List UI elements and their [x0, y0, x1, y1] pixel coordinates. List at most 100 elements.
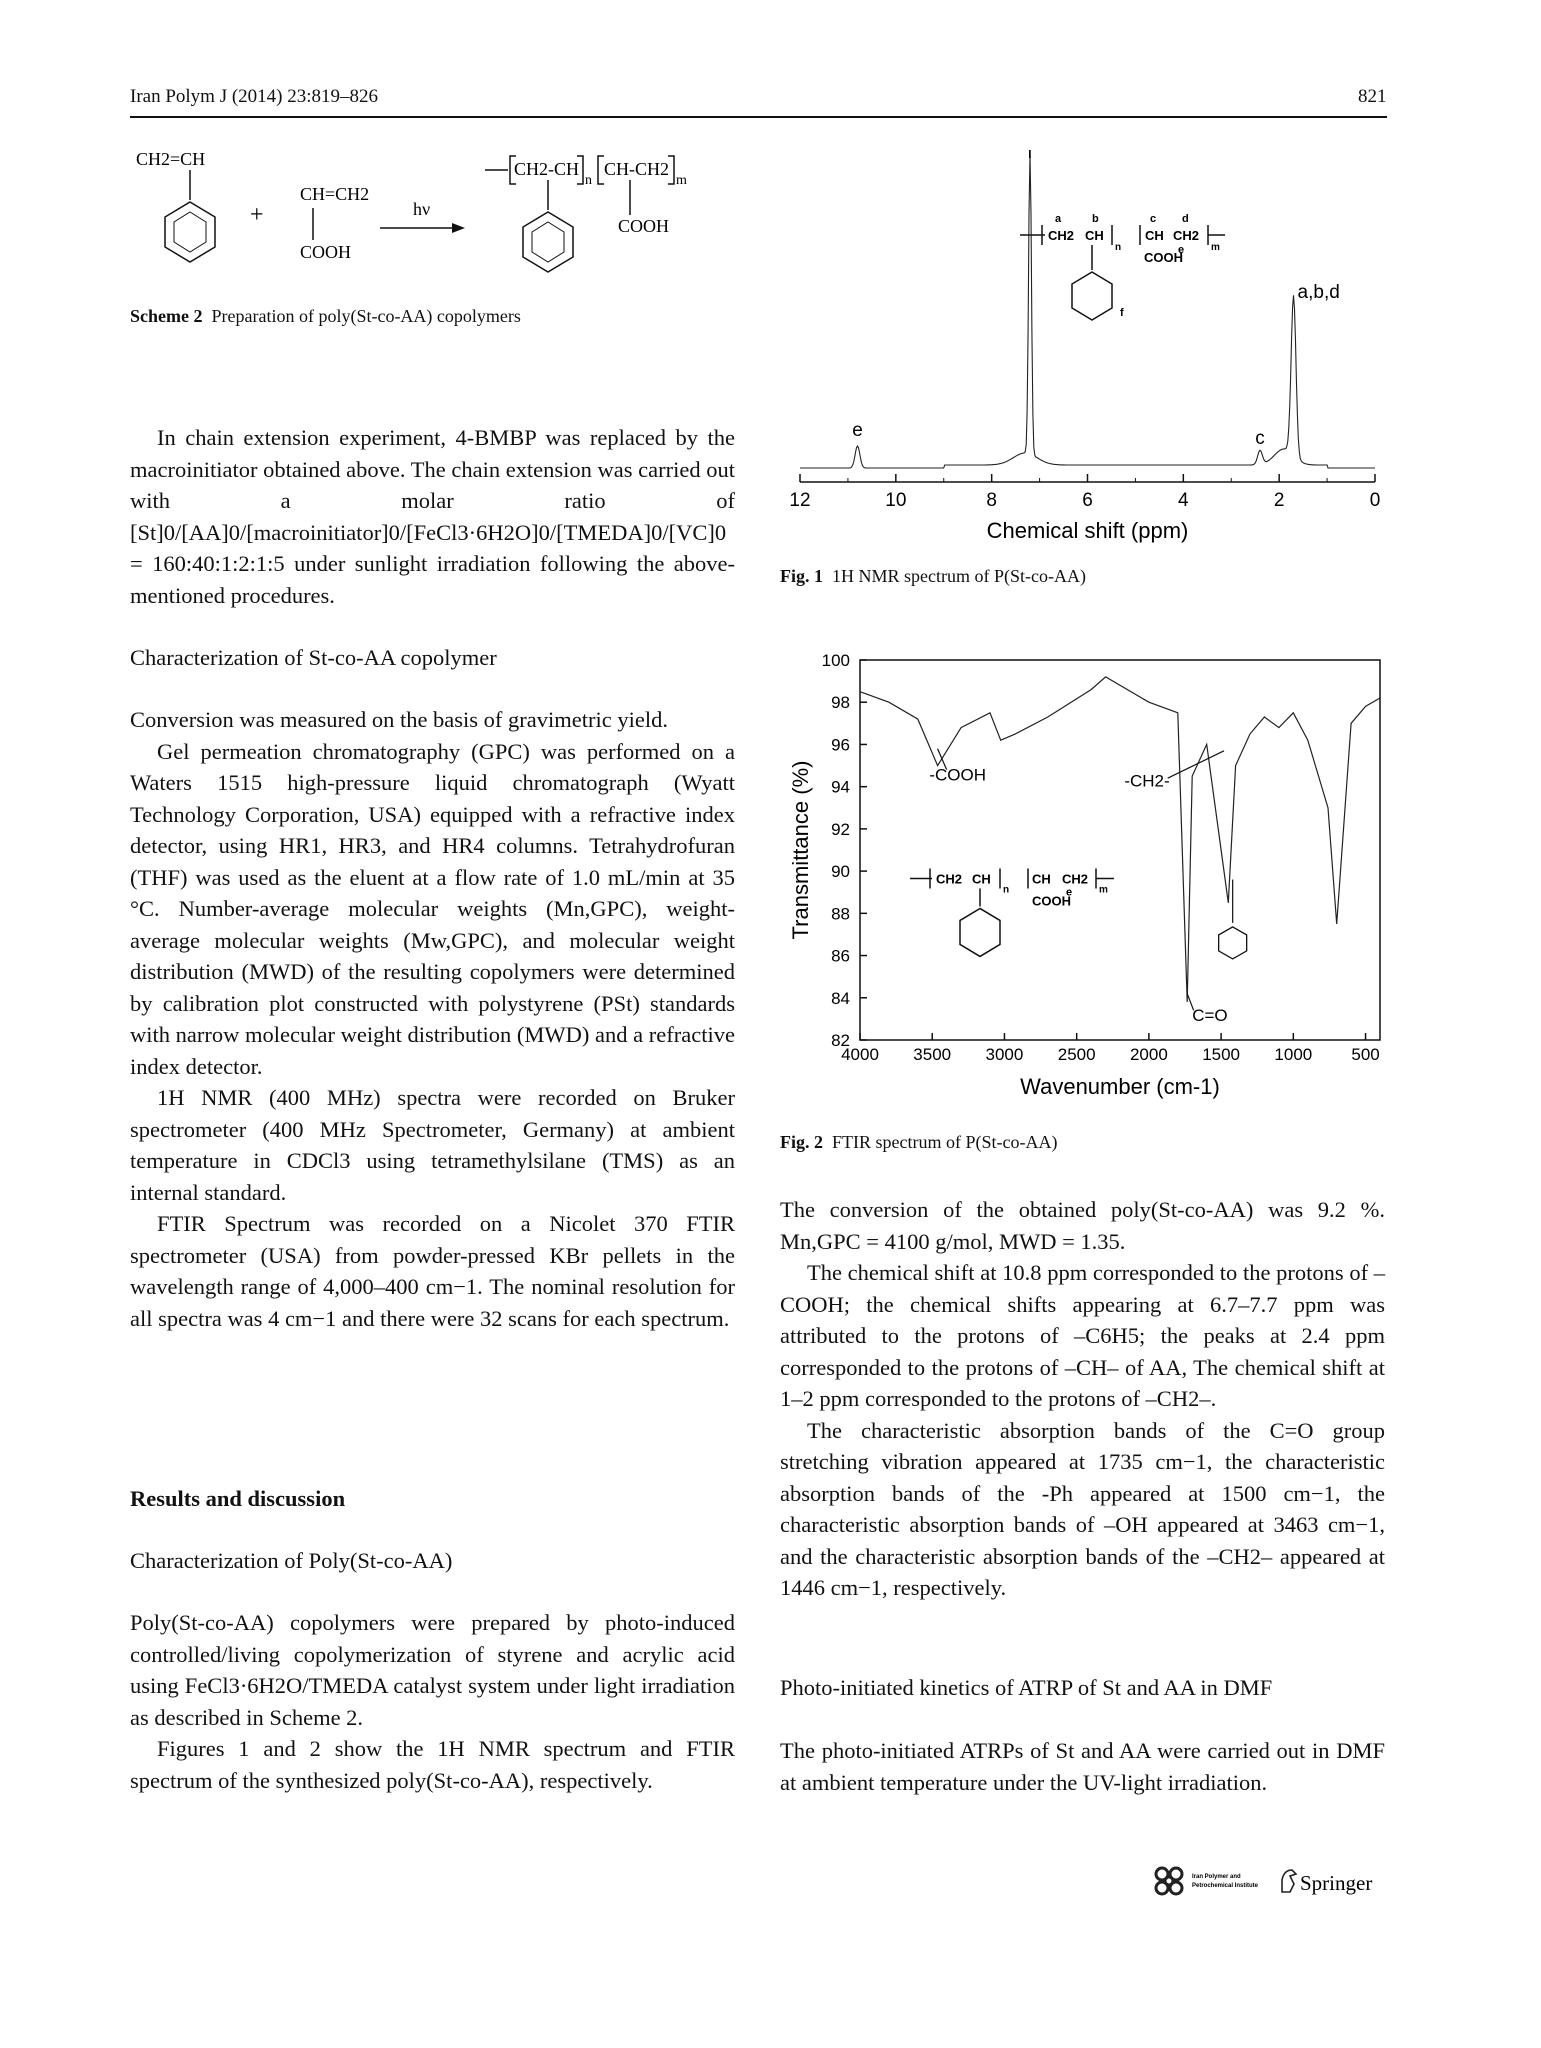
nmr-x-axis-label: Chemical shift (ppm) [987, 518, 1189, 543]
right-para-conversion: The conversion of the obtained poly(St-c… [780, 1197, 1385, 1254]
right-paras: The conversion of the obtained poly(St-c… [780, 1194, 1385, 1604]
nmr-x-tick-label: 6 [1082, 490, 1093, 511]
nmr-x-tick-label: 8 [986, 490, 997, 511]
heading-characterization-poly: Characterization of Poly(St-co-AA) [130, 1548, 453, 1573]
nmr-struct-ch2: CH2 [1048, 228, 1074, 243]
ftir-x-tick-label: 3000 [986, 1045, 1024, 1064]
heading-photo-kinetics: Photo-initiated kinetics of ATRP of St a… [780, 1675, 1273, 1700]
ftir-y-tick-label: 98 [831, 693, 850, 712]
repeat-m: m [676, 173, 687, 188]
ftir-x-tick-label: 4000 [841, 1045, 879, 1064]
ftir-phenyl-ring [1218, 926, 1248, 960]
plus-sign: + [250, 202, 264, 228]
ftir-y-tick-label: 84 [831, 989, 850, 1008]
ftir-struct-brackets [929, 868, 1097, 889]
acrylic-acid-cooh: COOH [300, 242, 351, 262]
ftir-struct-ring [959, 907, 1001, 958]
ftir-x-axis-label: Wavenumber (cm-1) [1020, 1074, 1220, 1099]
nmr-x-tick-label: 2 [1274, 490, 1285, 511]
fig-2-caption: Fig. 2 FTIR spectrum of P(St-co-AA) [780, 1130, 1057, 1154]
nmr-x-tick-label: 0 [1370, 490, 1381, 511]
ftir-x-tick-label: 3500 [913, 1045, 951, 1064]
nmr-struct-ch: CH [1085, 228, 1104, 243]
ftir-arrow-co [1186, 993, 1195, 1011]
fig-2-label: Fig. 2 [780, 1132, 823, 1152]
header-rule [130, 116, 1387, 118]
ftir-plot-frame [859, 659, 1381, 1041]
springer-horse-icon [1281, 1869, 1298, 1893]
fig-1-nmr-chart: 12 10 8 6 4 2 0 Chemical shift (ppm) e f c a,b,d CH2… [789, 150, 1381, 543]
left-para-1: In chain extension experiment, 4-BMBP wa… [130, 425, 735, 608]
nmr-struct-bracket [1041, 225, 1113, 245]
left-para-figures: Figures 1 and 2 show the 1H NMR spectrum… [130, 1736, 735, 1793]
ftir-y-axis-label: Transmittance (%) [788, 761, 813, 940]
page-number: 821 [1358, 86, 1387, 107]
fig-1-caption: Fig. 1 1H NMR spectrum of P(St-co-AA) [780, 564, 1086, 588]
ftir-y-tick-label: 82 [831, 1031, 850, 1050]
ftir-struct-cooh: COOH [1032, 893, 1071, 908]
ftir-y-tick-label: 94 [831, 778, 850, 797]
ftir-arrow-cooh [937, 748, 948, 771]
left-para-nmr: 1H NMR (400 MHz) spectra were recorded o… [130, 1085, 735, 1205]
nmr-spectrum-line [800, 153, 1375, 469]
running-header: Iran Polym J (2014) 23:819–826 [130, 86, 379, 107]
polymer-cooh: COOH [618, 216, 669, 236]
institute-name-1: Iran Polymer and [1192, 1874, 1241, 1880]
nmr-x-tick-label: 4 [1178, 490, 1189, 511]
light-label: hν [413, 199, 430, 219]
nmr-peak-label: e [852, 420, 863, 441]
nmr-peak-label: c [1255, 428, 1265, 449]
acrylic-acid-formula: CH=CH2 [300, 184, 369, 204]
left-para-ftir: FTIR Spectrum was recorded on a Nicolet … [130, 1211, 735, 1331]
nmr-struct-b: b [1092, 213, 1099, 225]
ftir-spectrum-line [859, 676, 1381, 1003]
ftir-y-tick-label: 86 [831, 947, 850, 966]
right-para-nmr: The chemical shift at 10.8 ppm correspon… [780, 1260, 1385, 1411]
ftir-x-tick-label: 2000 [1130, 1045, 1168, 1064]
ftir-x-tick-label: 500 [1351, 1045, 1379, 1064]
institute-name-2: Petrochemical Institute [1192, 1883, 1259, 1889]
polymer-aa-unit: CH-CH2 [604, 159, 669, 179]
ftir-y-tick-label: 100 [822, 651, 850, 670]
ftir-struct-n: n [1003, 884, 1009, 895]
nmr-struct-d: d [1182, 213, 1189, 225]
fig-1-label: Fig. 1 [780, 566, 823, 586]
nmr-struct-a: a [1055, 213, 1062, 225]
ftir-struct-ch2: CH2 [936, 871, 962, 886]
nmr-x-tick-label: 10 [885, 490, 906, 511]
left-paras-methods: Conversion was measured on the basis of … [130, 704, 735, 1334]
nmr-x-tick-label: 12 [789, 490, 810, 511]
scheme-2-text: Preparation of poly(St-co-AA) copolymers [211, 306, 521, 326]
heading-characterization-copolymer: Characterization of St-co-AA copolymer [130, 645, 497, 670]
heading-results: Results and discussion [130, 1486, 346, 1511]
scheme-2-caption: Scheme 2 Preparation of poly(St-co-AA) c… [130, 304, 521, 328]
nmr-struct-cooh: COOH [1144, 250, 1183, 265]
ftir-y-tick-label: 96 [831, 735, 850, 754]
nmr-peak-label: f [1027, 150, 1033, 163]
left-para-gpc: Gel permeation chromatography (GPC) was … [130, 738, 735, 1079]
ftir-x-tick-label: 1000 [1274, 1045, 1312, 1064]
polymer-styrene-unit: CH2-CH [514, 159, 579, 179]
ftir-annotation-cooh: -COOH [929, 765, 986, 784]
ftir-y-tick-label: 92 [831, 820, 850, 839]
ftir-y-tick-label: 90 [831, 862, 850, 881]
nmr-struct-ring [1071, 271, 1113, 321]
ftir-struct-ch2-2: CH2 [1062, 871, 1088, 886]
ftir-struct-e: e [1066, 886, 1072, 898]
springer-logo-text: Springer [1300, 1871, 1372, 1895]
nmr-struct-ch-2: CH [1145, 228, 1164, 243]
ftir-struct-ch-2: CH [1032, 871, 1051, 886]
fig-2-ftir-chart: 82 84 86 88 90 92 94 96 98 100 4000 3500 3000 2500 200… [788, 651, 1381, 1099]
footer-logos: Iran Polymer and Petrochemical Institute… [1154, 1866, 1372, 1896]
fig-1-text: 1H NMR spectrum of P(St-co-AA) [832, 566, 1086, 586]
fig-2-text: FTIR spectrum of P(St-co-AA) [832, 1132, 1058, 1152]
ftir-x-tick-label: 2500 [1058, 1045, 1096, 1064]
nmr-struct-ch2-2: CH2 [1173, 228, 1199, 243]
nmr-struct-n: n [1115, 242, 1121, 253]
institute-logo [1154, 1866, 1184, 1896]
ftir-x-tick-label: 1500 [1202, 1045, 1240, 1064]
nmr-struct-m: m [1211, 242, 1220, 253]
repeat-n: n [585, 173, 592, 188]
nmr-struct-c: c [1150, 213, 1156, 225]
